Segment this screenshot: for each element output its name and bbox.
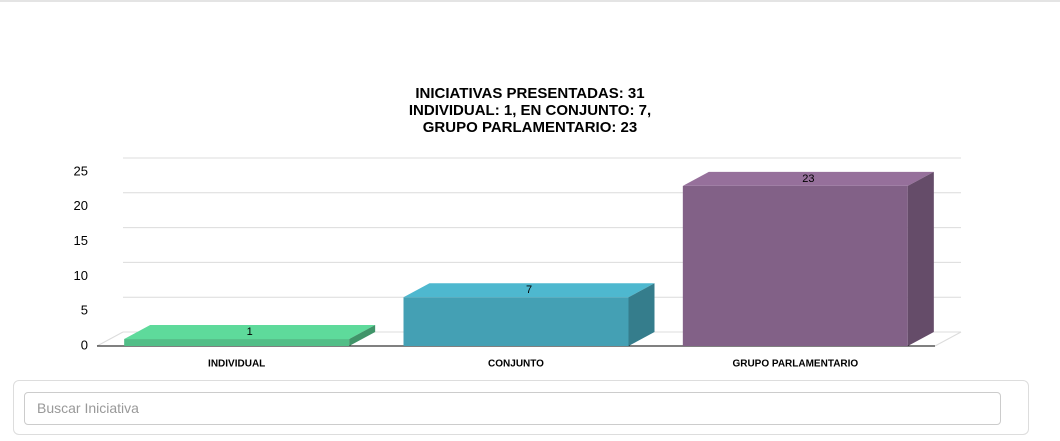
x-tick-label: GRUPO PARLAMENTARIO xyxy=(732,359,858,370)
y-tick-label: 20 xyxy=(74,198,88,213)
value-label: 7 xyxy=(526,284,532,296)
floor-edge xyxy=(934,331,962,347)
value-label: 1 xyxy=(247,326,253,338)
y-tick-label: 15 xyxy=(74,233,88,248)
chart: INICIATIVAS PRESENTADAS: 31 INDIVIDUAL: … xyxy=(74,85,962,370)
chart-title: GRUPO PARLAMENTARIO: 23 xyxy=(423,119,637,136)
bar-side xyxy=(907,171,934,346)
x-tick-label: INDIVIDUAL xyxy=(208,359,265,370)
y-tick-label: 25 xyxy=(74,163,88,178)
floor-edge xyxy=(96,331,124,347)
bar xyxy=(682,185,908,346)
search-input[interactable]: Buscar Iniciativa xyxy=(24,392,1001,425)
y-tick-label: 0 xyxy=(81,337,88,352)
value-label: 23 xyxy=(802,173,814,185)
bar-top xyxy=(124,325,376,340)
bar-top xyxy=(403,283,655,298)
chart-title: INICIATIVAS PRESENTADAS: 31 xyxy=(415,85,644,102)
bar-side xyxy=(349,325,376,346)
top-border xyxy=(0,0,1060,2)
bar xyxy=(124,339,350,346)
search-card: Buscar Iniciativa xyxy=(13,380,1029,435)
bar-top xyxy=(682,171,934,186)
bar-side xyxy=(628,283,655,346)
x-tick-label: CONJUNTO xyxy=(488,359,544,370)
y-tick-label: 5 xyxy=(81,303,88,318)
chart-title: INDIVIDUAL: 1, EN CONJUNTO: 7, xyxy=(409,102,651,119)
bar xyxy=(403,297,629,346)
y-tick-label: 10 xyxy=(74,268,88,283)
